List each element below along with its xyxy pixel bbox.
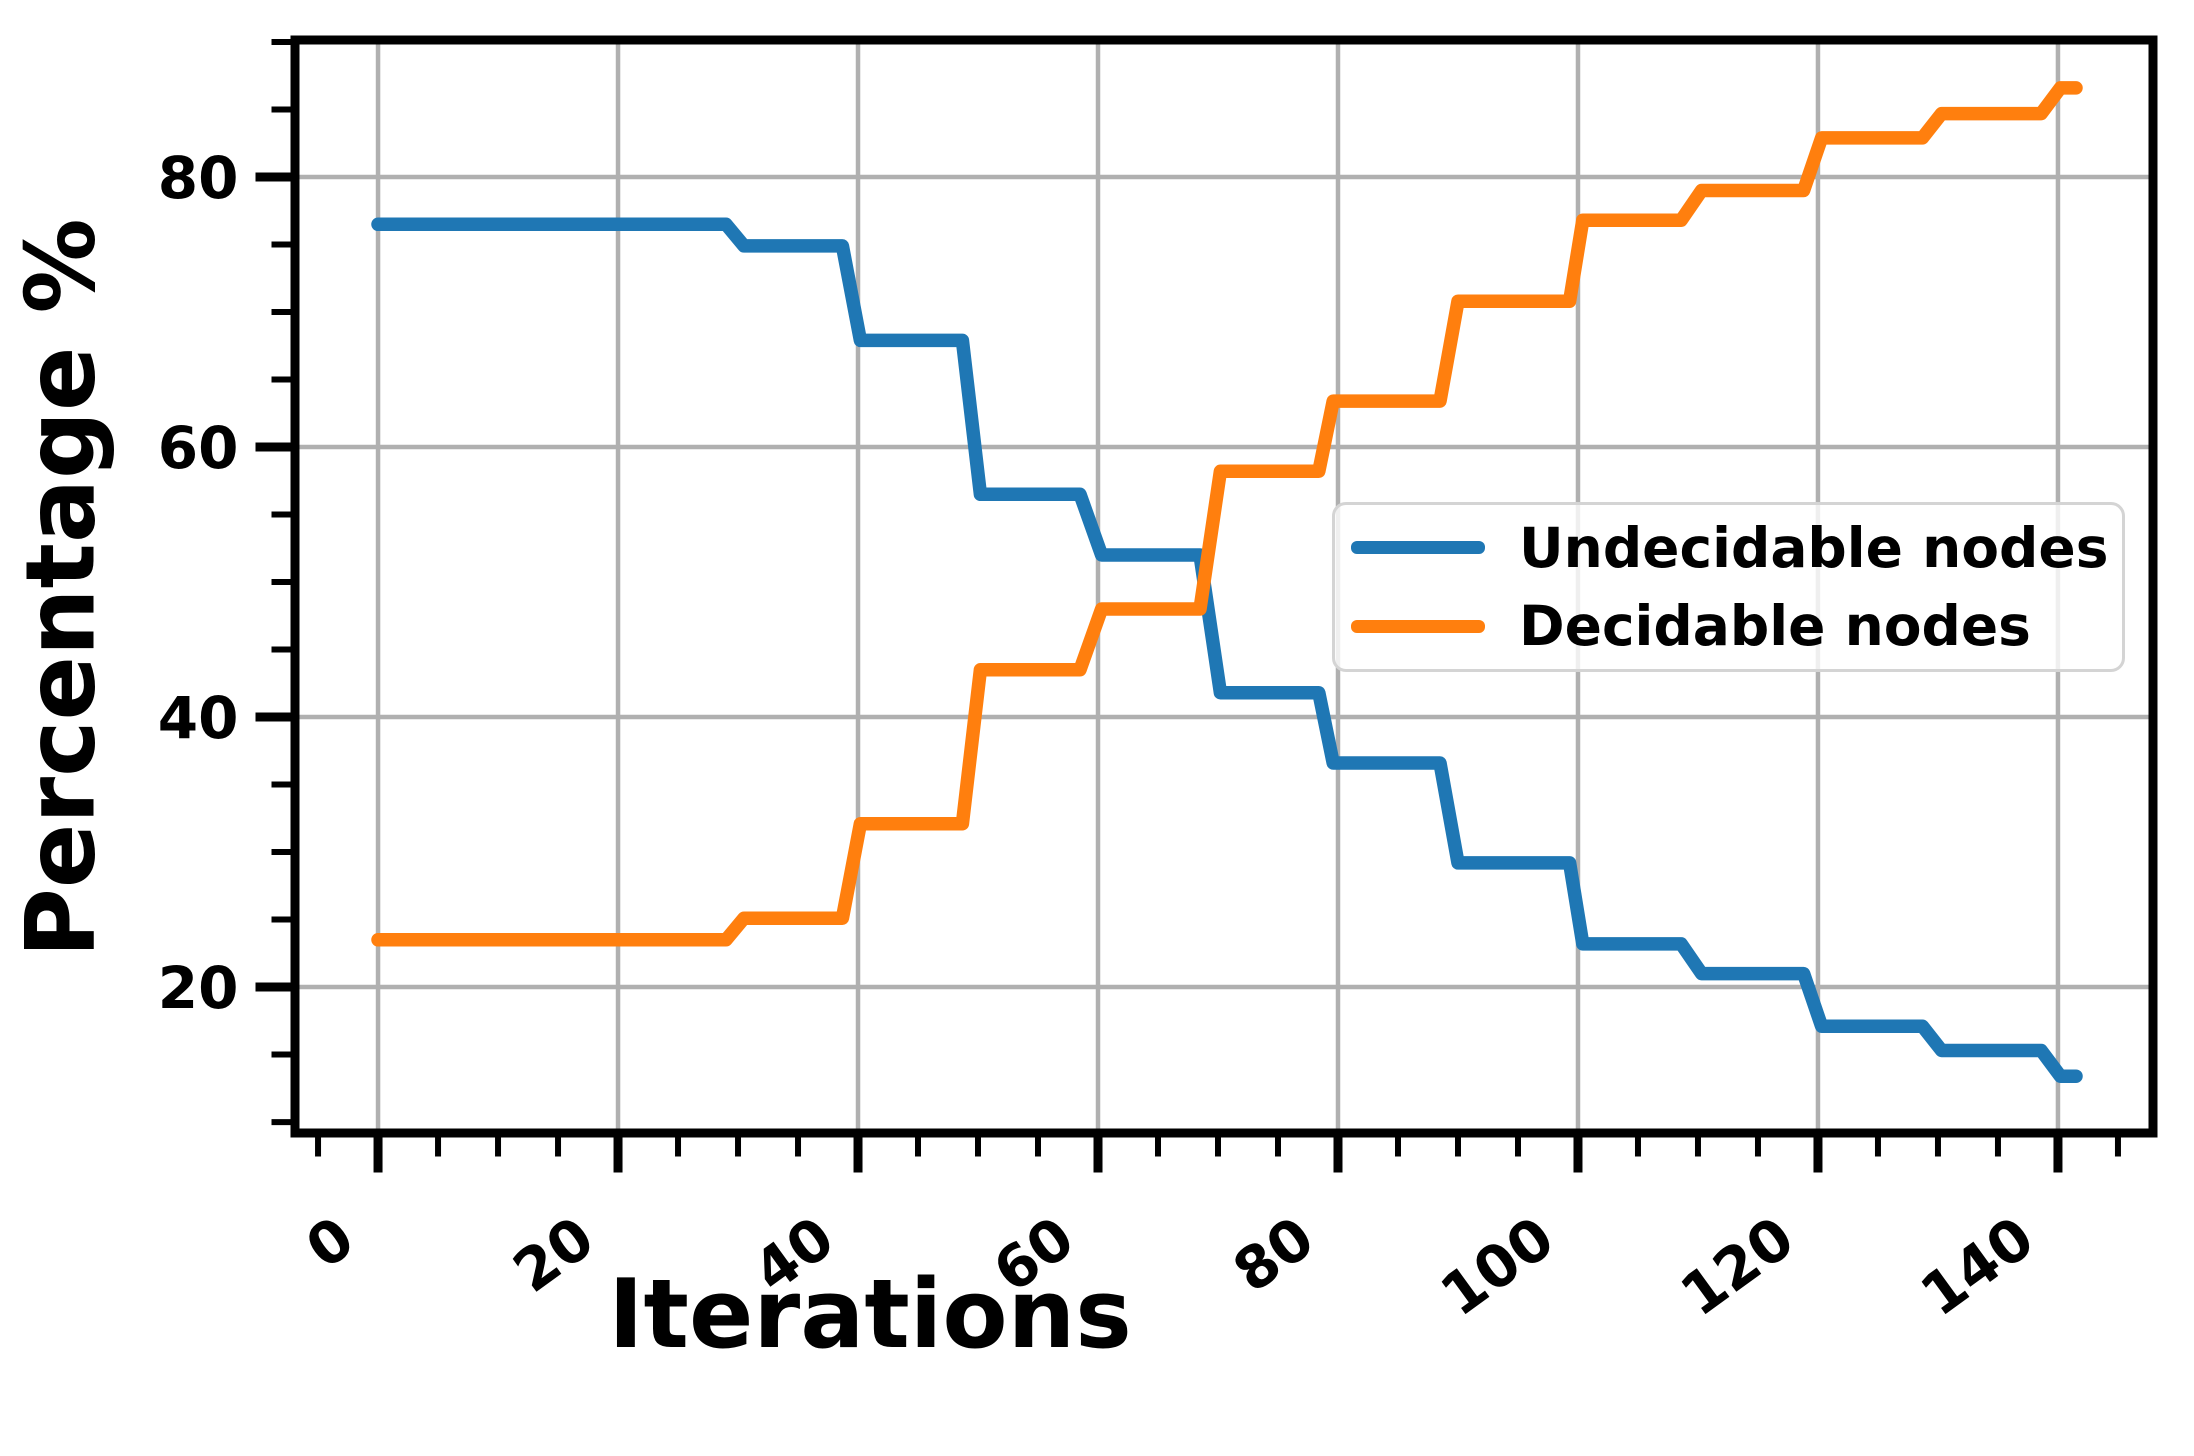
- x-tick-label: 140: [1908, 1203, 2046, 1329]
- x-axis-label: Iterations: [608, 1260, 1132, 1370]
- y-tick-label: 40: [158, 684, 239, 752]
- undecidable-line-swatch: [1351, 541, 1485, 555]
- x-tick-label: 100: [1428, 1203, 1566, 1329]
- series-line-decidable: [371, 81, 2083, 947]
- x-tick-label: 20: [501, 1203, 606, 1305]
- legend-item-decidable: Decidable nodes: [1335, 590, 2122, 662]
- legend-label-decidable: Decidable nodes: [1519, 594, 2031, 659]
- decidable-line-swatch: [1351, 619, 1485, 633]
- legend-label-undecidable: Undecidable nodes: [1519, 515, 2109, 580]
- ticks: [255, 39, 2121, 1173]
- x-tick-label: 120: [1668, 1203, 1806, 1329]
- y-tick-label: 20: [158, 954, 239, 1022]
- y-axis-label: Percentage %: [6, 218, 117, 958]
- legend-item-undecidable: Undecidable nodes: [1335, 512, 2122, 584]
- x-tick-label: 0: [294, 1203, 367, 1282]
- axes-spines: [290, 35, 2158, 1138]
- y-tick-label: 80: [158, 144, 239, 212]
- x-tick-label: 80: [1221, 1203, 1326, 1305]
- legend: Undecidable nodes Decidable nodes: [1332, 502, 2125, 672]
- y-tick-label: 60: [158, 414, 239, 482]
- series-line-undecidable: [371, 217, 2083, 1083]
